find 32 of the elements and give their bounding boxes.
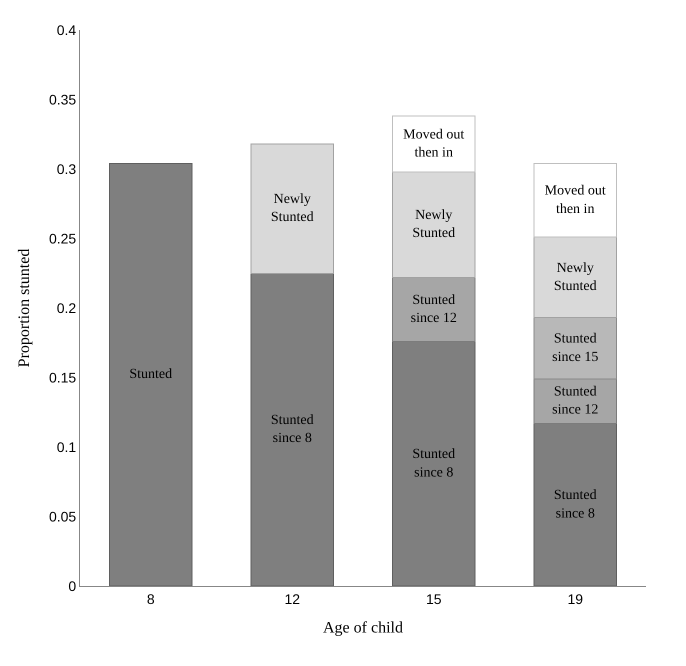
data-label: Stunted since 12: [410, 292, 457, 326]
data-label: Newly Stunted: [270, 192, 314, 226]
data-label: Stunted since 8: [554, 488, 597, 522]
y-tick-label: 0.4: [56, 22, 76, 38]
y-axis-title: Proportion stunted: [16, 248, 33, 368]
data-label: Newly Stunted: [554, 260, 597, 294]
bar: [534, 317, 617, 380]
x-tick-label: 15: [426, 590, 442, 607]
y-tick-label: 0.3: [56, 160, 76, 177]
y-tick-label: 0.25: [48, 230, 76, 246]
bar: [392, 116, 476, 172]
bar: [534, 162, 617, 238]
x-axis-title: Age of child: [323, 620, 403, 636]
data-label: Stunted since 12: [552, 384, 598, 418]
data-label: Stunted since 8: [412, 447, 456, 480]
data-label: Stunted since 8: [270, 413, 314, 446]
y-tick-label: 0.35: [48, 91, 76, 108]
x-tick-label: 12: [284, 590, 300, 607]
y-tick-label: 0.2: [56, 300, 76, 316]
y-tick-label: 0.05: [48, 508, 76, 524]
y-tick-label: 0.1: [56, 438, 76, 455]
data-label: Moved out then in: [403, 127, 464, 161]
data-label: Moved out then in: [544, 184, 606, 217]
data-label: Newly Stunted: [412, 208, 456, 242]
bar: [534, 236, 617, 318]
y-tick-label: 0.15: [48, 369, 76, 386]
data-label: Stunted: [129, 367, 172, 382]
x-tick-label: 19: [567, 590, 584, 607]
x-tick-label: 8: [146, 590, 155, 607]
y-tick-label: 0: [68, 578, 76, 594]
bar: [250, 143, 334, 274]
data-label: Stunted since 15: [552, 332, 598, 365]
